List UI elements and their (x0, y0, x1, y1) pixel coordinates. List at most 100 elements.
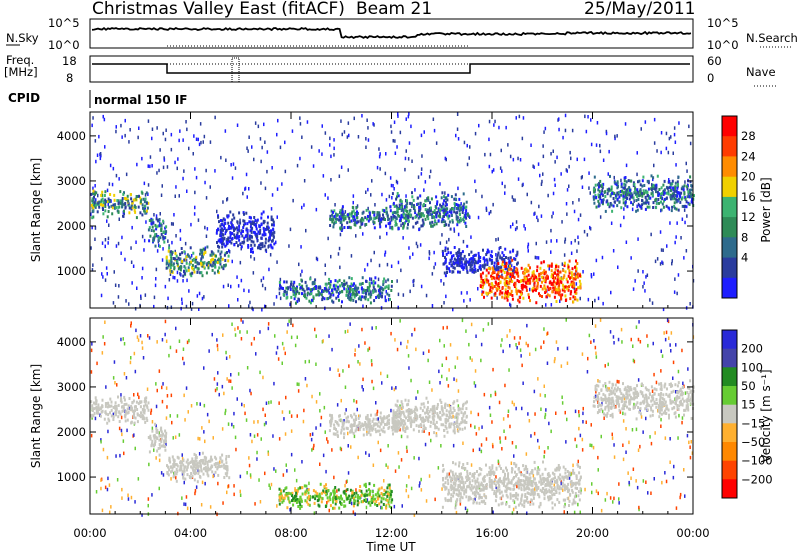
echo-cell (471, 270, 474, 274)
echo-cell (440, 205, 443, 208)
echo-cell (203, 252, 205, 256)
echo-cell (176, 470, 179, 473)
speckle-cell (362, 304, 364, 308)
speckle-cell (397, 112, 399, 116)
echo-cell (311, 298, 313, 302)
echo-cell (183, 258, 186, 262)
speckle-cell (319, 392, 321, 396)
speckle-cell (361, 385, 363, 389)
speckle-cell (270, 400, 272, 404)
echo-cell (168, 259, 171, 263)
speckle-cell (499, 254, 501, 258)
echo-cell (373, 299, 376, 303)
echo-cell (502, 254, 505, 257)
echo-cell (480, 275, 483, 278)
speckle-cell (555, 340, 558, 344)
speckle-cell (325, 469, 327, 474)
echo-cell (271, 223, 273, 227)
echo-cell (690, 188, 693, 192)
echo-cell (270, 215, 273, 219)
echo-cell (450, 214, 453, 217)
echo-cell (460, 260, 463, 264)
echo-cell (477, 256, 480, 260)
speckle-cell (379, 448, 382, 453)
speckle-cell (620, 327, 623, 332)
speckle-cell (537, 466, 539, 470)
speckle-cell (622, 411, 624, 416)
echo-cell (142, 197, 145, 201)
echo-cell (418, 209, 421, 213)
speckle-cell (637, 269, 639, 273)
speckle-cell (509, 302, 511, 307)
echo-cell (528, 295, 530, 299)
speckle-cell (566, 188, 569, 192)
speckle-cell (655, 380, 658, 385)
echo-cell (242, 226, 245, 230)
echo-cell (568, 259, 571, 263)
speckle-cell (371, 362, 373, 367)
speckle-cell (466, 162, 469, 167)
echo-cell (137, 402, 140, 406)
echo-cell (101, 398, 104, 402)
speckle-cell (347, 431, 349, 436)
speckle-cell (400, 458, 403, 462)
echo-cell (104, 202, 107, 206)
speckle-cell (315, 334, 317, 338)
echo-cell (236, 220, 239, 224)
speckle-cell (94, 190, 96, 195)
echo-cell (270, 245, 273, 249)
echo-cell (295, 289, 298, 293)
speckle-cell (174, 249, 176, 254)
echo-cell (125, 402, 128, 406)
echo-cell (393, 205, 396, 208)
speckle-cell (625, 240, 628, 244)
speckle-cell (197, 137, 199, 142)
echo-cell (562, 269, 565, 272)
echo-cell (598, 193, 601, 197)
echo-cell (458, 197, 461, 201)
echo-cell (516, 252, 519, 256)
echo-cell (230, 241, 233, 245)
echo-cell (567, 265, 570, 269)
power-colorbar-tick: 4 (741, 251, 748, 265)
echo-cell (693, 194, 695, 198)
echo-cell (667, 189, 670, 193)
echo-cell (268, 235, 271, 239)
echo-cell (284, 289, 286, 293)
speckle-cell (138, 395, 140, 400)
echo-cell (690, 200, 693, 204)
speckle-cell (303, 408, 305, 413)
echo-cell (593, 201, 596, 205)
speckle-cell (503, 429, 505, 433)
speckle-cell (530, 434, 532, 438)
speckle-cell (231, 322, 233, 326)
echo-cell (207, 474, 210, 478)
echo-cell (576, 298, 579, 302)
echo-cell (639, 191, 642, 195)
speckle-cell (234, 333, 237, 337)
echo-cell (515, 287, 518, 291)
speckle-cell (176, 414, 179, 418)
echo-cell (578, 286, 581, 289)
frequency-label: Freq. (6, 53, 34, 67)
speckle-cell (228, 248, 230, 253)
echo-cell (235, 233, 238, 237)
echo-cell (348, 216, 351, 220)
echo-cell (225, 239, 228, 243)
echo-cell (297, 297, 300, 301)
speckle-cell (429, 169, 432, 174)
echo-cell (490, 258, 493, 262)
speckle-cell (292, 323, 294, 328)
echo-cell (119, 190, 122, 194)
speckle-cell (185, 304, 188, 309)
speckle-cell (344, 330, 347, 334)
speckle-cell (106, 188, 109, 193)
echo-cell (688, 190, 691, 194)
echo-cell (151, 218, 154, 222)
speckle-cell (276, 345, 279, 350)
echo-cell (350, 296, 353, 300)
speckle-cell (117, 295, 120, 299)
echo-cell (675, 190, 678, 194)
speckle-cell (475, 334, 477, 338)
echo-cell (503, 281, 506, 285)
